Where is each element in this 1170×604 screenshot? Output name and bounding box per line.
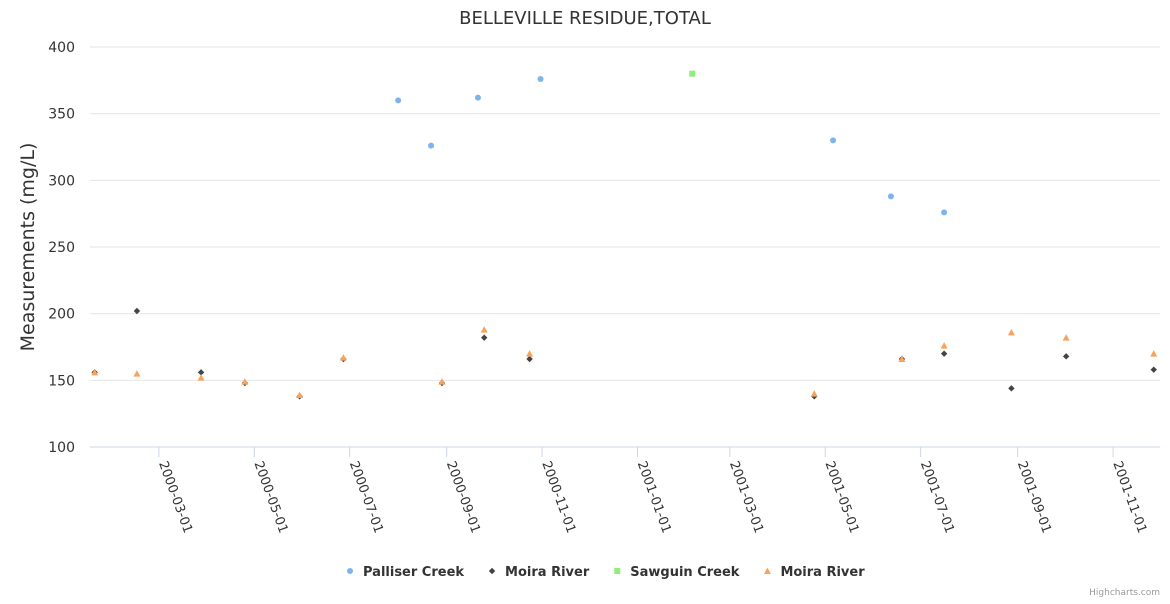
data-point[interactable] [1150, 350, 1158, 357]
data-point[interactable] [940, 350, 948, 357]
data-point[interactable] [474, 94, 481, 101]
credits-text[interactable]: Highcharts.com [1089, 588, 1160, 598]
legend-item[interactable]: Moira River [763, 565, 865, 580]
data-point[interactable] [887, 193, 894, 200]
axis-layer: 100 150 200 250 300 350 400 2000-03-01 2000-05-0… [48, 40, 1149, 535]
data-point[interactable] [810, 390, 818, 397]
data-point[interactable] [537, 76, 544, 82]
data-point[interactable] [830, 137, 837, 144]
legend-marker[interactable] [488, 567, 496, 575]
data-point[interactable] [133, 370, 141, 377]
legend-marker[interactable] [347, 568, 353, 574]
y-tick-label: 250 [48, 240, 75, 256]
x-tick-label: 2001-09-01 [1014, 459, 1054, 535]
data-point[interactable] [941, 209, 948, 216]
legend-label: Sawguin Creek [630, 565, 740, 580]
data-point[interactable] [1008, 385, 1015, 392]
series-0 [395, 76, 948, 216]
data-point[interactable] [1007, 328, 1015, 336]
x-tick-label: 2001-05-01 [821, 459, 861, 535]
data-point[interactable] [241, 378, 249, 385]
data-point[interactable] [91, 368, 99, 376]
data-point[interactable] [339, 354, 347, 361]
data-point[interactable] [133, 307, 141, 315]
x-tick-label: 2000-09-01 [443, 459, 483, 535]
x-tick-label: 2000-07-01 [346, 459, 386, 535]
x-tick-label: 2000-03-01 [155, 459, 195, 535]
x-tick-label: 2001-11-01 [1109, 459, 1149, 535]
data-point[interactable] [1062, 353, 1070, 360]
grid-layer [90, 46, 1160, 448]
points-layer [91, 70, 1158, 400]
chart-title: BELLEVILLE RESIDUE,TOTAL [459, 8, 711, 29]
data-point[interactable] [1150, 366, 1157, 373]
data-point[interactable] [1062, 334, 1070, 341]
legend-item[interactable]: Moira River [488, 565, 590, 580]
y-tick-label: 200 [48, 307, 75, 323]
y-tick-label: 350 [48, 107, 75, 123]
y-axis-label: Measurements (mg/L) [17, 143, 39, 352]
data-point[interactable] [197, 374, 205, 381]
data-point[interactable] [395, 97, 402, 104]
data-point[interactable] [526, 350, 534, 357]
y-tick-label: 300 [48, 173, 75, 189]
data-point[interactable] [480, 326, 488, 333]
data-point[interactable] [296, 391, 304, 399]
legend-label: Moira River [780, 565, 865, 580]
x-tick-label: 2000-05-01 [250, 459, 290, 535]
data-point[interactable] [197, 369, 205, 376]
series-1 [91, 307, 1157, 400]
legend-label: Palliser Creek [363, 565, 464, 580]
legend-label: Moira River [505, 565, 590, 580]
data-point[interactable] [438, 378, 446, 385]
data-point[interactable] [526, 355, 533, 363]
y-tick-label: 400 [48, 40, 75, 56]
data-point[interactable] [689, 70, 696, 77]
y-tick-label: 150 [48, 373, 75, 389]
data-point[interactable] [428, 142, 435, 149]
legend-marker[interactable] [763, 567, 771, 575]
x-tick-label: 2001-03-01 [726, 459, 766, 535]
legend: Palliser Creek Moira River Sawguin Creek Mo… [347, 565, 865, 580]
data-point[interactable] [898, 355, 906, 363]
legend-marker[interactable] [614, 568, 621, 574]
y-tick-label: 100 [48, 440, 75, 456]
x-tick-label: 2001-01-01 [634, 459, 674, 535]
legend-item[interactable]: Palliser Creek [347, 565, 464, 580]
x-tick-label: 2000-11-01 [538, 459, 578, 535]
legend-item[interactable]: Sawguin Creek [614, 565, 740, 580]
x-tick-label: 2001-07-01 [917, 459, 957, 535]
series-2 [689, 70, 696, 77]
data-point[interactable] [940, 342, 948, 349]
series-3 [91, 326, 1158, 399]
data-point[interactable] [481, 334, 488, 341]
